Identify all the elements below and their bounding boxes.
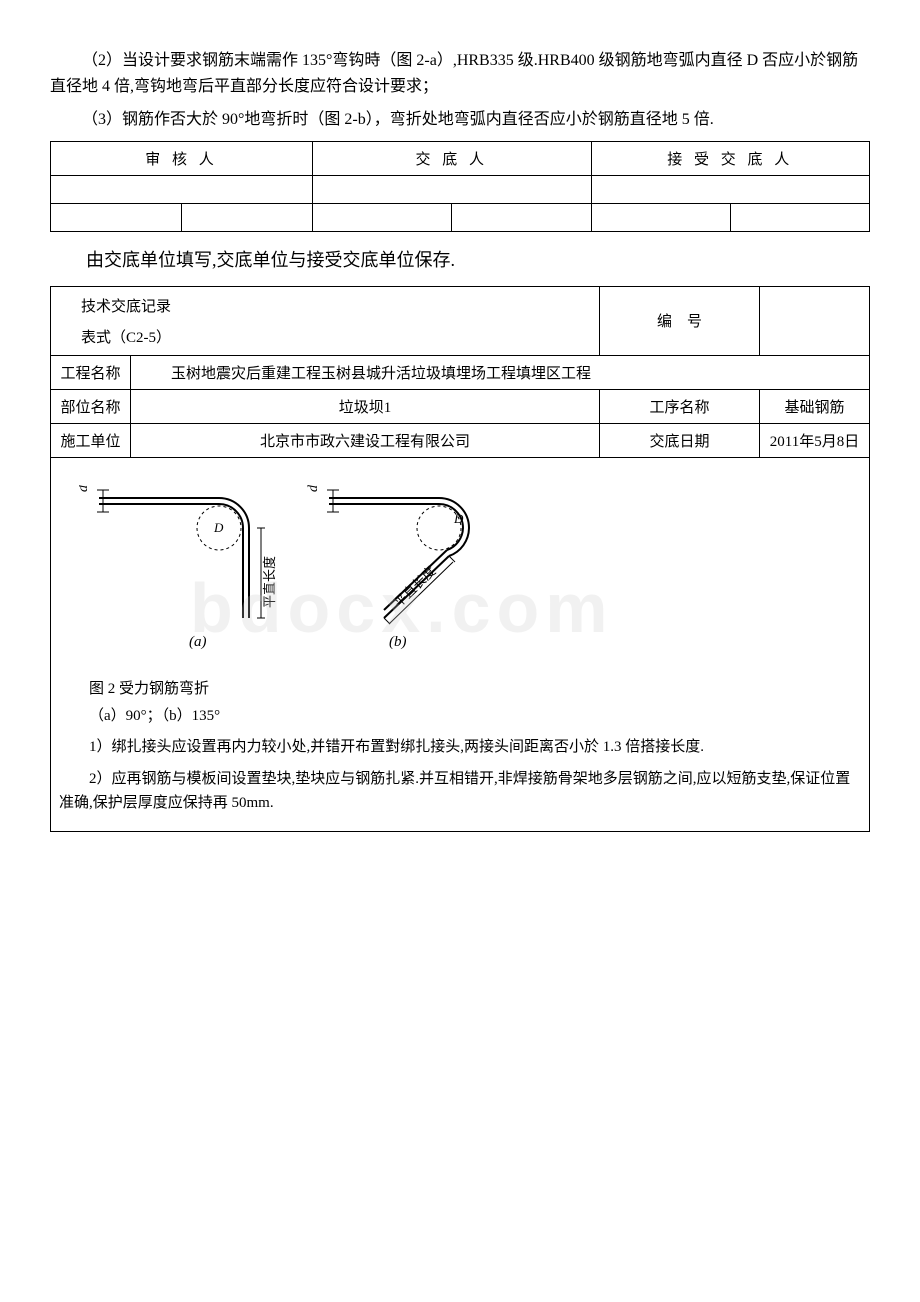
svg-text:平直长度: 平直长度 (391, 563, 439, 610)
cell-empty (452, 203, 591, 231)
cell-empty (591, 203, 730, 231)
project-name-value: 玉树地震灾后重建工程玉树县城升活垃圾填埋场工程填埋区工程 (131, 355, 870, 389)
unit-value: 北京市市政六建设工程有限公司 (131, 423, 600, 457)
paragraph-2: （2）当设计要求钢筋末端需作 135°弯钩時（图 2-a）,HRB335 级.H… (50, 48, 870, 99)
figure-caption: 图 2 受力钢筋弯折 (59, 677, 861, 698)
body-paragraph-2: 2）应再钢筋与模板间设置垫块,垫块应与钢筋扎紧.并互相错开,非焊接筋骨架地多层钢… (59, 767, 861, 815)
cell-empty (313, 203, 452, 231)
record-table: 技术交底记录 表式（C2-5） 编 号 工程名称 玉树地震灾后重建工程玉树县城升… (50, 286, 870, 832)
diagram-a: D d 平直长度 (a) (79, 484, 277, 650)
cell-empty (51, 175, 313, 203)
date-label: 交底日期 (600, 423, 760, 457)
project-name-label: 工程名称 (51, 355, 131, 389)
header-receiver: 接 受 交 底 人 (591, 141, 870, 175)
unit-label: 施工单位 (51, 423, 131, 457)
process-label: 工序名称 (600, 389, 760, 423)
svg-text:(b): (b) (389, 634, 407, 650)
svg-text:d: d (306, 484, 321, 492)
note-line: 由交底单位填写,交底单位与接受交底单位保存. (50, 246, 870, 272)
cell-empty (313, 175, 591, 203)
diagram-b: D d 平直长度 (b) (306, 484, 469, 650)
svg-text:平直长度: 平直长度 (262, 556, 277, 608)
svg-text:D: D (453, 511, 464, 526)
signature-table: 审 核 人 交 底 人 接 受 交 底 人 (50, 141, 870, 232)
part-label: 部位名称 (51, 389, 131, 423)
svg-text:(a): (a) (189, 634, 207, 650)
page: （2）当设计要求钢筋末端需作 135°弯钩時（图 2-a）,HRB335 级.H… (50, 48, 870, 832)
diagram-cell: D d 平直长度 (a) (51, 457, 870, 831)
header-presenter: 交 底 人 (313, 141, 591, 175)
rebar-bending-diagram: D d 平直长度 (a) (59, 468, 861, 663)
diagram-D-label: D (213, 520, 224, 535)
number-value (760, 286, 870, 355)
record-title-2: 表式（C2-5） (81, 326, 591, 347)
paragraph-3: （3）钢筋作否大於 90°地弯折时（图 2-b），弯折处地弯弧内直径否应小於钢筋… (50, 107, 870, 133)
date-value: 2011年5月8日 (760, 423, 870, 457)
svg-text:d: d (79, 484, 91, 492)
figure-sub: （a）90°；（b）135° (59, 704, 861, 725)
header-reviewer: 审 核 人 (51, 141, 313, 175)
number-label: 编 号 (600, 286, 760, 355)
cell-empty (182, 203, 313, 231)
cell-empty (591, 175, 870, 203)
record-title-1: 技术交底记录 (81, 295, 591, 316)
cell-empty (730, 203, 869, 231)
body-paragraph-1: 1）绑扎接头应设置再内力较小处,并错开布置對绑扎接头,两接头间距离否小於 1.3… (59, 735, 861, 759)
part-value: 垃圾坝1 (131, 389, 600, 423)
process-value: 基础钢筋 (760, 389, 870, 423)
cell-empty (51, 203, 182, 231)
